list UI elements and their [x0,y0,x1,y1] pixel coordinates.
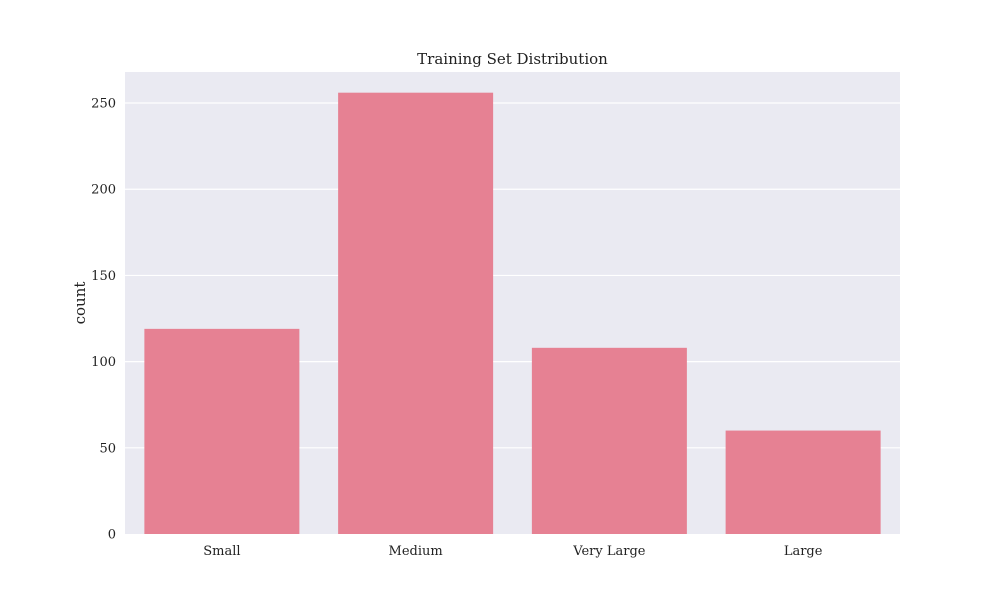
bar-large [725,430,881,534]
y-tick-label: 50 [99,441,116,456]
bar-very-large [531,347,687,534]
y-tick-label: 0 [108,528,116,543]
chart-title: Training Set Distribution [417,50,608,68]
y-tick-label: 150 [91,269,116,284]
bar-medium [338,92,494,534]
x-tick-label: Medium [389,544,443,559]
x-tick-label: Large [784,544,823,559]
x-tick-label: Small [203,544,240,559]
y-tick-label: 250 [91,97,116,112]
bar-small [144,328,300,534]
x-tick-labels: Small Medium Very Large Large [203,544,823,559]
bars [144,92,881,534]
y-axis-label: count [71,282,89,325]
y-tick-label: 100 [91,355,116,370]
y-tick-label: 200 [91,183,116,198]
x-tick-label: Very Large [572,544,645,559]
y-tick-labels: 0 50 100 150 200 250 [91,97,116,543]
